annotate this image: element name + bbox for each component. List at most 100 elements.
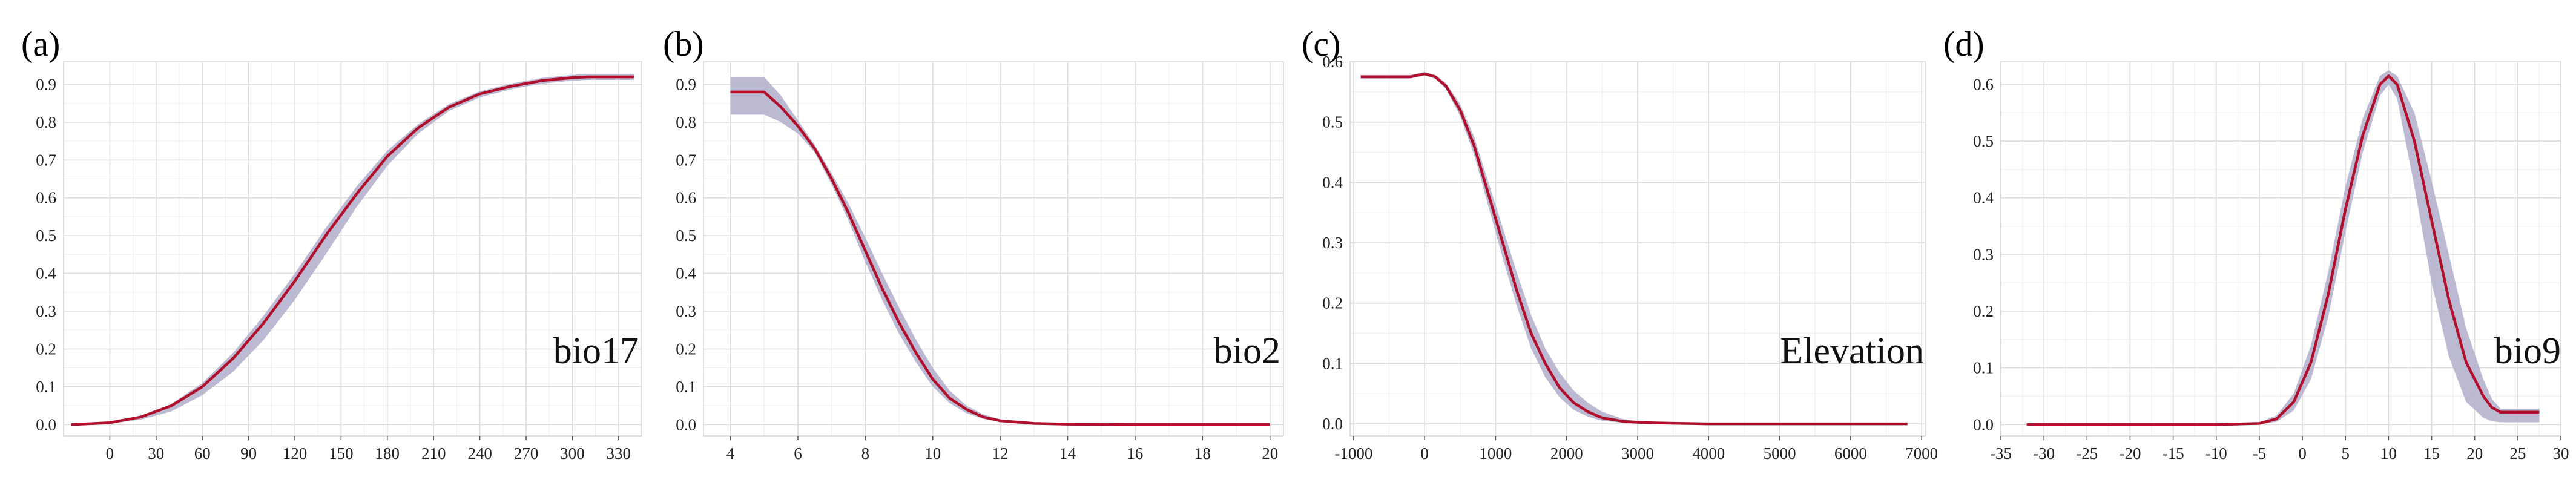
x-tick-label: 120 — [283, 444, 308, 463]
panel-a-letter: (a) — [21, 24, 60, 64]
y-tick-label: 0.7 — [36, 151, 56, 169]
x-tick-label: 210 — [421, 444, 446, 463]
y-tick-label: 0.3 — [1322, 234, 1343, 252]
y-tick-label: 0.8 — [36, 113, 56, 131]
x-tick-label: 15 — [2423, 444, 2440, 463]
y-tick-label: 0.2 — [1322, 294, 1343, 312]
x-tick-label: 1000 — [1479, 444, 1512, 463]
panel-d: (d) bio9 -35 -30 -25 -20 -15 -10 -5 0 5 10 15 20 25 3… — [1943, 24, 2569, 463]
y-tick-label: 0.1 — [1973, 359, 1994, 377]
x-tick-label: 2000 — [1550, 444, 1583, 463]
x-tick-label: 12 — [992, 444, 1009, 463]
y-tick-label: 0.1 — [676, 378, 696, 396]
x-tick-label: 270 — [514, 444, 539, 463]
x-tick-label: 4000 — [1692, 444, 1725, 463]
y-tick-label: 0.3 — [1973, 245, 1994, 263]
y-tick-label: 0.5 — [1322, 113, 1343, 131]
panel-c-response-curve — [1360, 72, 1908, 426]
x-tick-label: -15 — [2163, 444, 2184, 463]
panel-b: (b) bio2 4 6 8 10 12 14 16 18 20 0.0 0.1 0.2 0.3 0.4 0… — [663, 24, 1284, 463]
y-tick-label: 0.6 — [1322, 53, 1343, 71]
x-tick-label: -25 — [2076, 444, 2098, 463]
panel-a-plot-frame — [63, 61, 642, 437]
y-tick-label: 0.0 — [36, 415, 56, 433]
panel-a: (a) bio17 0 30 60 90 120 150 180 210 240 270 300 33… — [21, 24, 642, 463]
x-tick-label: 3000 — [1621, 444, 1654, 463]
y-tick-label: 0.1 — [1322, 354, 1343, 372]
y-tick-label: 0.5 — [676, 226, 696, 245]
x-tick-label: -35 — [1990, 444, 2012, 463]
y-tick-label: 0.3 — [36, 302, 56, 320]
panel-d-variable-label: bio9 — [2494, 331, 2561, 372]
x-tick-label: 4 — [726, 444, 735, 463]
x-tick-label: 0 — [106, 444, 114, 463]
y-tick-label: 0.9 — [676, 75, 696, 93]
y-tick-label: 0.5 — [1973, 132, 1994, 150]
x-tick-label: 14 — [1059, 444, 1076, 463]
panel-a-grid — [63, 61, 642, 437]
x-tick-label: 180 — [375, 444, 400, 463]
panel-b-variable-label: bio2 — [1214, 331, 1280, 372]
y-tick-label: 0.3 — [676, 302, 696, 320]
panel-d-plot-frame — [2000, 61, 2561, 437]
panel-d-letter: (d) — [1943, 24, 1985, 64]
panel-c-letter: (c) — [1302, 24, 1340, 64]
panel-b-response-curve — [730, 90, 1270, 426]
panel-b-letter: (b) — [663, 24, 704, 64]
y-tick-label: 0.2 — [1973, 302, 1994, 320]
x-tick-label: -5 — [2253, 444, 2267, 463]
y-tick-label: 0.6 — [1973, 75, 1994, 93]
x-tick-label: 150 — [329, 444, 354, 463]
x-tick-label: 10 — [924, 444, 941, 463]
y-tick-label: 0.4 — [1973, 189, 1994, 207]
panel-b-plot-frame — [703, 61, 1284, 437]
y-tick-label: 0.0 — [1322, 415, 1343, 433]
y-tick-label: 0.8 — [676, 113, 696, 131]
y-tick-label: 0.2 — [676, 340, 696, 358]
x-tick-label: 6000 — [1834, 444, 1867, 463]
x-tick-label: -20 — [2119, 444, 2141, 463]
y-tick-label: 0.4 — [676, 265, 696, 283]
x-tick-label: 16 — [1127, 444, 1143, 463]
x-tick-label: 300 — [560, 444, 585, 463]
x-tick-label: -10 — [2205, 444, 2227, 463]
x-tick-label: 0 — [2298, 444, 2307, 463]
x-tick-label: 6 — [794, 444, 802, 463]
x-tick-label: 240 — [467, 444, 492, 463]
x-tick-label: 10 — [2380, 444, 2397, 463]
y-tick-label: 0.7 — [676, 151, 696, 169]
panel-a-response-curve — [71, 75, 634, 426]
panel-c-grid — [1349, 61, 1926, 437]
y-tick-label: 0.1 — [36, 378, 56, 396]
x-tick-label: -30 — [2033, 444, 2055, 463]
y-tick-label: 0.6 — [36, 189, 56, 207]
y-tick-label: 0.5 — [36, 226, 56, 245]
x-tick-label: 8 — [861, 444, 870, 463]
x-tick-label: -1000 — [1334, 444, 1372, 463]
x-tick-label: 25 — [2509, 444, 2526, 463]
x-tick-label: 7000 — [1905, 444, 1938, 463]
panel-c: (c) Elevation -1000 0 1000 2000 3000 4000 5000… — [1302, 24, 1938, 463]
x-tick-label: 30 — [2553, 444, 2569, 463]
y-tick-label: 0.6 — [676, 189, 696, 207]
y-tick-label: 0.0 — [1973, 415, 1994, 433]
y-tick-label: 0.9 — [36, 75, 56, 93]
y-tick-label: 0.4 — [1322, 173, 1343, 191]
panel-a-variable-label: bio17 — [553, 331, 639, 372]
x-tick-label: 20 — [2466, 444, 2483, 463]
x-tick-label: 30 — [148, 444, 164, 463]
y-tick-label: 0.4 — [36, 265, 56, 283]
y-tick-label: 0.2 — [36, 340, 56, 358]
x-tick-label: 20 — [1262, 444, 1278, 463]
y-tick-label: 0.0 — [676, 415, 696, 433]
panel-d-response-curve — [2026, 74, 2540, 426]
panel-d-confidence-band — [2026, 70, 2540, 425]
x-tick-label: 0 — [1420, 444, 1429, 463]
x-tick-label: 18 — [1194, 444, 1211, 463]
panel-c-variable-label: Elevation — [1780, 331, 1924, 372]
x-tick-label: 90 — [240, 444, 257, 463]
x-tick-label: 5000 — [1764, 444, 1796, 463]
x-tick-label: 5 — [2341, 444, 2350, 463]
x-tick-label: 60 — [194, 444, 211, 463]
